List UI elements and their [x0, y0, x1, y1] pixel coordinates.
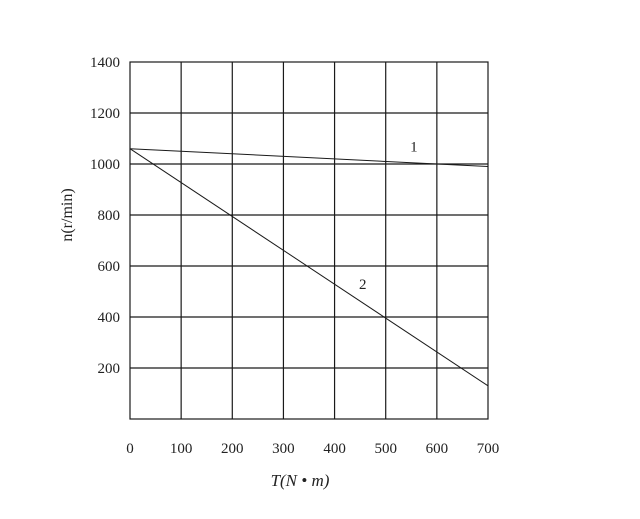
plot-frame [129, 61, 489, 420]
y-tick-label: 1400 [90, 55, 120, 71]
y-tick-label: 1200 [90, 106, 120, 122]
x-axis-label: T(N • m) [271, 471, 330, 490]
x-tick-label: 100 [170, 441, 193, 457]
series-line-2 [129, 148, 489, 387]
x-tick-label: 200 [221, 441, 244, 457]
x-tick-label: 700 [477, 441, 500, 457]
series-lines [129, 148, 489, 387]
grid [129, 61, 489, 420]
y-tick-label: 600 [98, 259, 121, 275]
y-axis-label: n(r/min) [59, 188, 76, 241]
y-tick-label: 400 [98, 310, 121, 326]
y-tick-labels: 200 400 600 800 1000 1200 1400 [90, 55, 120, 377]
y-tick-label: 1000 [90, 157, 120, 173]
x-tick-label: 500 [374, 441, 397, 457]
x-tick-label: 300 [272, 441, 295, 457]
series-label-1: 1 [410, 139, 418, 155]
series-line-1 [129, 148, 489, 168]
y-tick-label: 800 [98, 208, 121, 224]
x-tick-labels: 0 100 200 300 400 500 600 700 [126, 441, 499, 457]
series-label-2: 2 [359, 277, 367, 293]
y-tick-label: 200 [98, 361, 121, 377]
x-tick-label: 600 [426, 441, 449, 457]
series-labels: 12 [359, 139, 418, 293]
x-tick-label: 400 [323, 441, 346, 457]
x-tick-label: 0 [126, 441, 134, 457]
